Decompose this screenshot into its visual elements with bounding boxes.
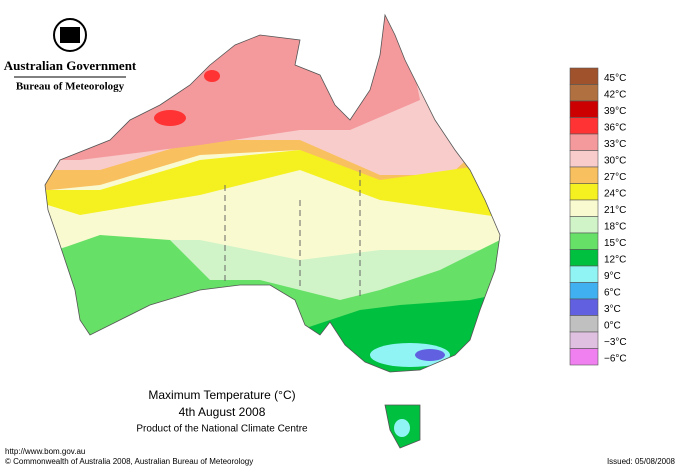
legend-label: 39°C	[604, 106, 626, 117]
legend-label: 42°C	[604, 89, 626, 100]
legend-label: 18°C	[604, 221, 626, 232]
legend-label: 9°C	[604, 271, 621, 282]
legend-label: 36°C	[604, 122, 626, 133]
legend-swatch	[569, 232, 599, 250]
legend-label: −6°C	[604, 353, 627, 364]
legend-label: 12°C	[604, 254, 626, 265]
coastline	[44, 13, 501, 373]
legend-swatch	[569, 331, 599, 349]
legend-swatch	[569, 183, 599, 201]
footer-copyright: © Commonwealth of Australia 2008, Austra…	[5, 457, 253, 466]
map-date: 4th August 2008	[179, 405, 266, 419]
crest	[53, 18, 87, 52]
legend-swatch	[569, 133, 599, 151]
legend-swatch	[569, 117, 599, 135]
bureau: Bureau of Meteorology	[16, 81, 125, 93]
legend: 45°C 42°C 39°C 36°C 33°C 30°C 27°C 24°C 21°C 18°C…	[569, 67, 627, 366]
legend-swatch	[569, 150, 599, 168]
legend-swatch	[569, 67, 599, 85]
legend-swatch	[569, 84, 599, 102]
legend-swatch	[569, 298, 599, 316]
legend-swatch	[569, 166, 599, 184]
legend-swatch	[569, 100, 599, 118]
legend-label: 27°C	[604, 172, 626, 183]
legend-label: 0°C	[604, 320, 621, 331]
legend-label: 3°C	[604, 304, 621, 315]
legend-swatch	[569, 265, 599, 283]
legend-swatch	[569, 216, 599, 234]
legend-swatch	[569, 199, 599, 217]
legend-label: 21°C	[604, 205, 626, 216]
legend-label: 30°C	[604, 155, 626, 166]
legend-swatch	[569, 249, 599, 267]
map-title: Maximum Temperature (°C)	[148, 388, 295, 402]
tasmania-cold	[394, 419, 410, 437]
map-product: Product of the National Climate Centre	[136, 424, 308, 435]
legend-swatch	[569, 315, 599, 333]
footer-url: http://www.bom.gov.au	[5, 447, 85, 456]
legend-label: 15°C	[604, 238, 626, 249]
legend-label: 6°C	[604, 287, 621, 298]
legend-label: −3°C	[604, 337, 627, 348]
agency: Australian Government	[4, 58, 137, 73]
footer-issued: Issued: 05/08/2008	[607, 457, 676, 466]
legend-label: 33°C	[604, 139, 626, 150]
legend-label: 24°C	[604, 188, 626, 199]
legend-label: 45°C	[604, 73, 626, 84]
legend-swatch	[569, 282, 599, 300]
legend-swatch	[569, 348, 599, 366]
